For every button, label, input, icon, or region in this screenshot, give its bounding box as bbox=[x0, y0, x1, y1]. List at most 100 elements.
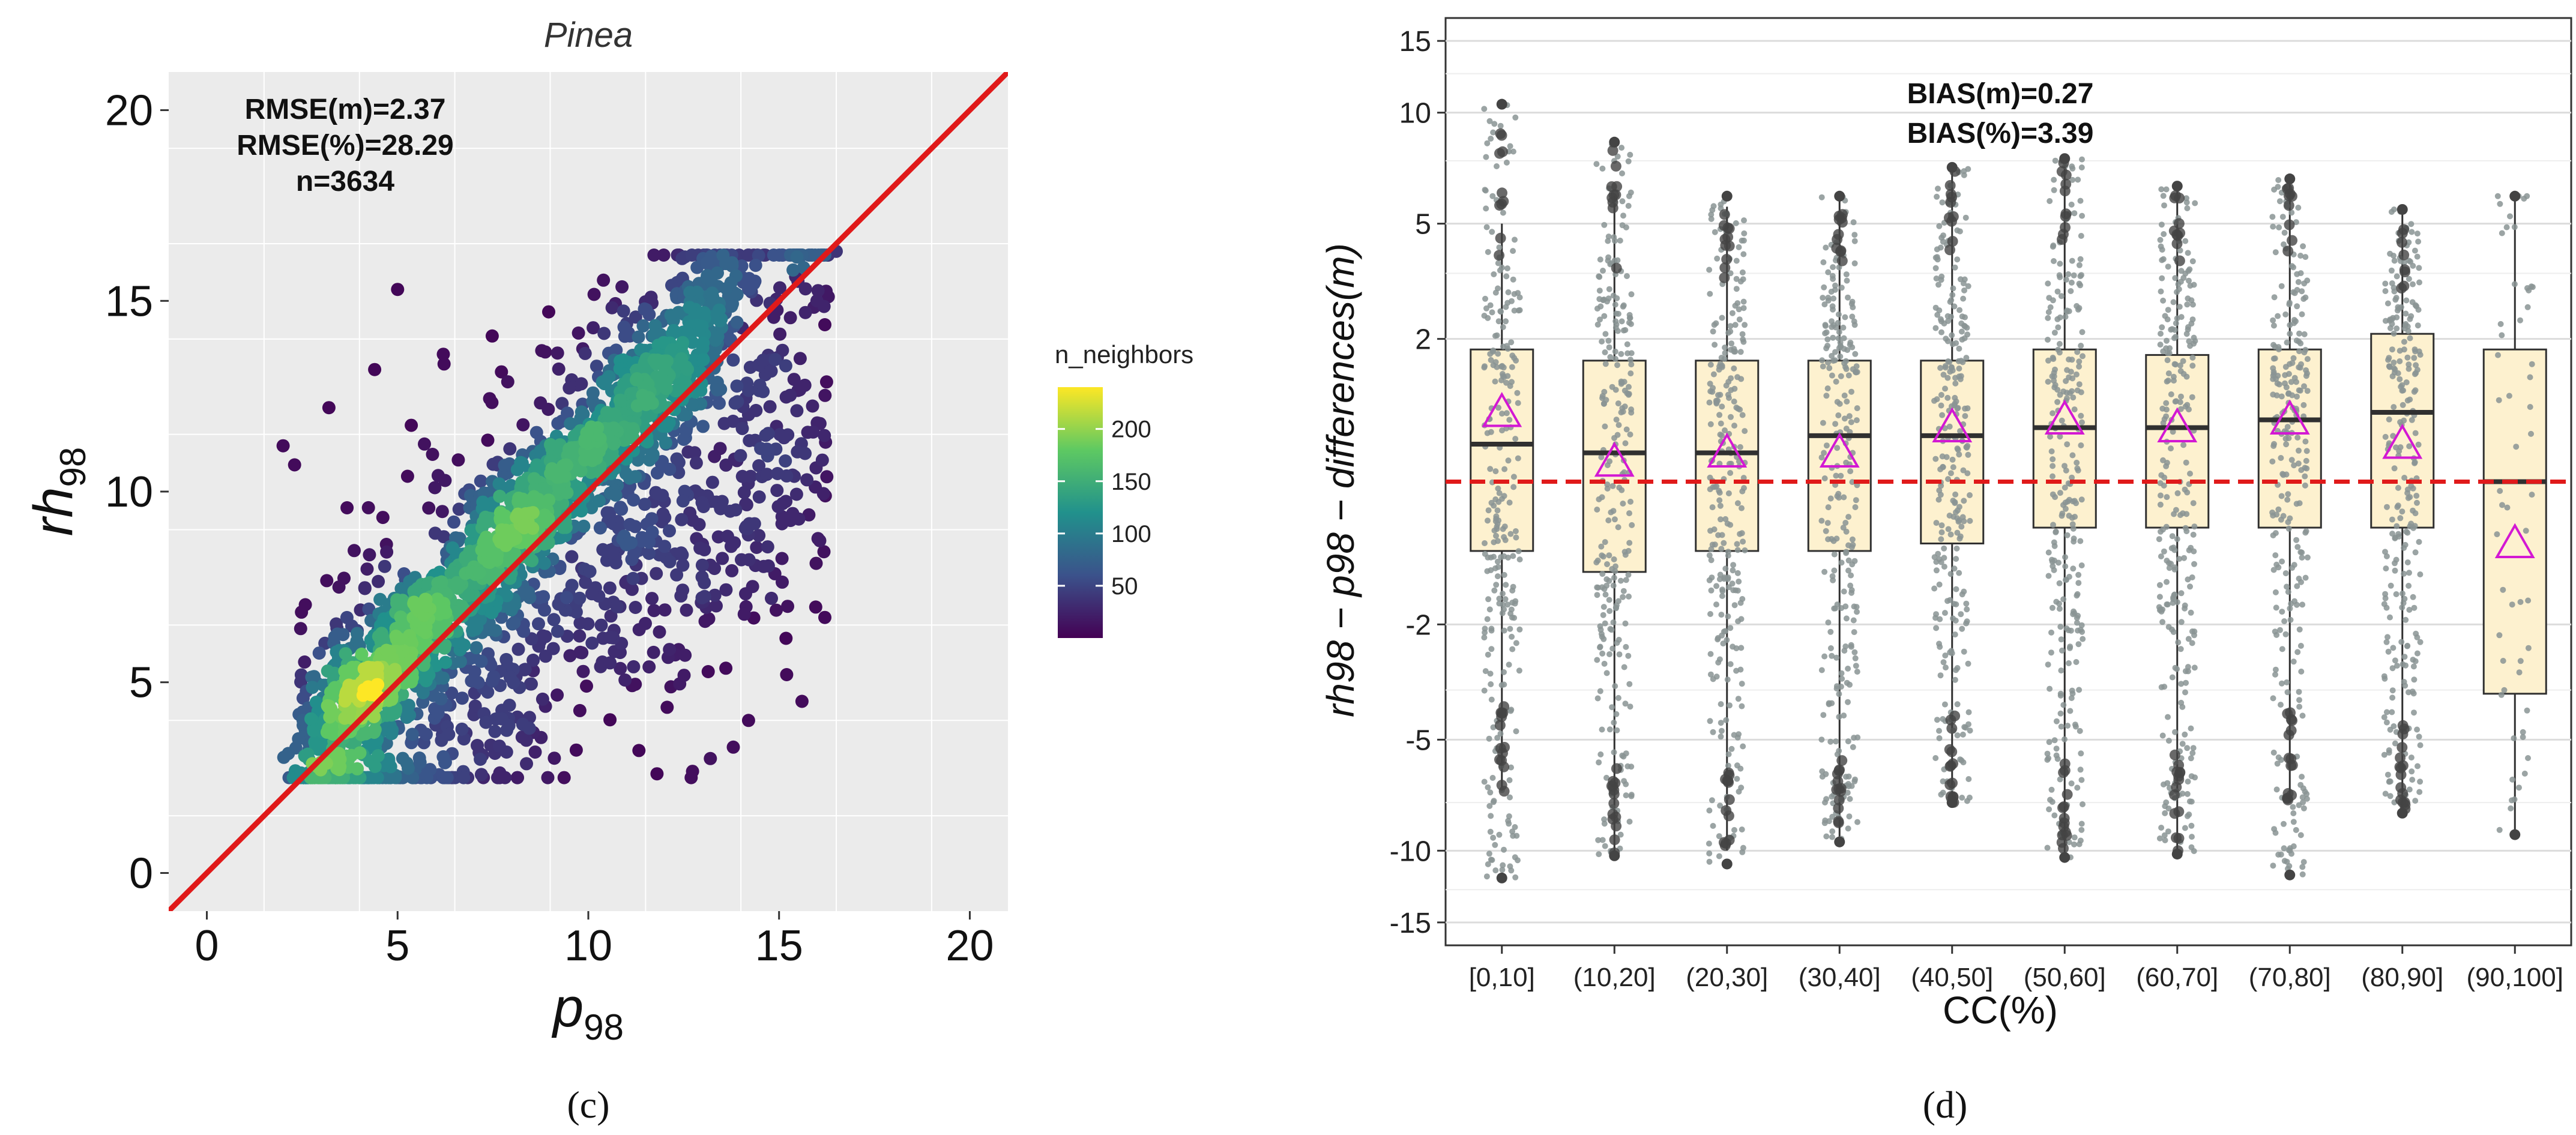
jitter-point bbox=[2053, 598, 2060, 605]
scatter-point bbox=[815, 453, 829, 467]
jitter-point bbox=[1722, 565, 1729, 572]
scatter-point bbox=[600, 406, 614, 420]
jitter-point bbox=[1959, 731, 1966, 738]
jitter-point bbox=[1625, 391, 1632, 398]
jitter-point bbox=[2075, 176, 2081, 183]
scatter-point bbox=[445, 686, 459, 700]
scatter-point bbox=[376, 631, 390, 645]
jitter-point bbox=[2052, 157, 2059, 164]
jitter-point bbox=[1495, 485, 1501, 492]
jitter-point bbox=[2068, 780, 2075, 787]
boxplot-(50,60] bbox=[2032, 153, 2097, 863]
boxplot-mean-marker bbox=[2157, 407, 2198, 442]
jitter-point bbox=[1829, 834, 1835, 840]
jitter-point bbox=[1710, 729, 1716, 735]
jitter-point bbox=[1600, 612, 1606, 618]
jitter-point bbox=[2285, 847, 2292, 854]
jitter-point bbox=[1494, 520, 1501, 527]
jitter-point bbox=[2054, 756, 2061, 762]
x-tick-label: 0 bbox=[195, 922, 219, 970]
jitter-point bbox=[1706, 577, 1713, 583]
jitter-point bbox=[1602, 539, 1608, 546]
scatter-point bbox=[752, 459, 766, 472]
jitter-point bbox=[2045, 315, 2051, 321]
scatter-point bbox=[360, 562, 374, 576]
scatter-point bbox=[527, 472, 541, 486]
scatter-point bbox=[609, 488, 623, 502]
jitter-point bbox=[2189, 258, 2196, 265]
jitter-point bbox=[1956, 345, 1962, 352]
jitter-point bbox=[1947, 313, 1954, 320]
jitter-point bbox=[2060, 702, 2067, 708]
jitter-point bbox=[2290, 810, 2297, 816]
jitter-point bbox=[1829, 700, 1835, 706]
jitter-point bbox=[2184, 745, 2191, 751]
scatter-point bbox=[472, 566, 486, 580]
jitter-point bbox=[1600, 297, 1606, 303]
scatter-point bbox=[629, 678, 642, 691]
jitter-point bbox=[1599, 837, 1606, 843]
jitter-point bbox=[2175, 639, 2182, 646]
jitter-point bbox=[2047, 198, 2053, 204]
jitter-point bbox=[1624, 763, 1631, 769]
scatter-point bbox=[663, 524, 676, 538]
jitter-point bbox=[1602, 331, 1609, 337]
jitter-point bbox=[1706, 552, 1713, 559]
jitter-point bbox=[1848, 388, 1854, 395]
jitter-point bbox=[1495, 405, 1501, 411]
jitter-point bbox=[1728, 414, 1734, 420]
jitter-point bbox=[2302, 529, 2309, 536]
jitter-point bbox=[1852, 655, 1859, 661]
jitter-point bbox=[2060, 596, 2067, 603]
scatter-point bbox=[618, 673, 632, 687]
jitter-point bbox=[1485, 784, 1491, 790]
jitter-point bbox=[1500, 209, 1506, 216]
jitter-point bbox=[1510, 276, 1516, 283]
jitter-point bbox=[2080, 801, 2086, 807]
jitter-point bbox=[1499, 867, 1506, 873]
jitter-point bbox=[2180, 371, 2187, 377]
jitter-point bbox=[1708, 546, 1715, 552]
scatter-point bbox=[330, 617, 343, 631]
jitter-point bbox=[1485, 596, 1492, 603]
jitter-point bbox=[1845, 699, 1851, 705]
jitter-point bbox=[2080, 636, 2086, 642]
scatter-point bbox=[481, 685, 495, 699]
jitter-point bbox=[2163, 186, 2170, 193]
jitter-point bbox=[1940, 778, 1946, 784]
outlier-point bbox=[1836, 212, 1847, 224]
jitter-point bbox=[2158, 243, 2164, 250]
jitter-point bbox=[1742, 428, 1748, 435]
scatter-point bbox=[296, 691, 310, 705]
outlier-point bbox=[1607, 145, 1618, 156]
jitter-point bbox=[1830, 306, 1836, 313]
jitter-point bbox=[2302, 482, 2308, 489]
boxplot-(30,40] bbox=[1807, 190, 1872, 847]
jitter-point bbox=[1599, 650, 1606, 657]
jitter-point bbox=[1933, 559, 1940, 565]
jitter-point bbox=[1829, 828, 1836, 835]
jitter-point bbox=[1836, 691, 1842, 697]
scatter-point bbox=[731, 395, 744, 409]
jitter-point bbox=[1845, 372, 1852, 379]
jitter-point bbox=[2284, 424, 2291, 430]
scatter-point bbox=[585, 501, 599, 514]
jitter-point bbox=[2067, 708, 2074, 714]
scatter-point bbox=[624, 429, 638, 443]
jitter-point bbox=[2075, 571, 2082, 578]
jitter-point bbox=[1731, 423, 1737, 429]
identity-line bbox=[169, 72, 1008, 911]
jitter-point bbox=[2185, 778, 2191, 785]
jitter-point bbox=[1845, 514, 1852, 520]
jitter-point bbox=[2192, 200, 2198, 206]
jitter-point bbox=[1965, 660, 1971, 667]
jitter-point bbox=[1611, 719, 1617, 726]
panel-c-stat-n: n=3634 bbox=[296, 166, 394, 197]
jitter-point bbox=[1739, 826, 1745, 832]
jitter-point bbox=[1712, 229, 1718, 235]
jitter-point bbox=[1728, 340, 1735, 347]
outlier-point bbox=[2060, 211, 2071, 222]
jitter-point bbox=[2296, 703, 2303, 710]
jitter-point bbox=[1492, 468, 1499, 475]
outlier-point bbox=[1494, 720, 1506, 731]
